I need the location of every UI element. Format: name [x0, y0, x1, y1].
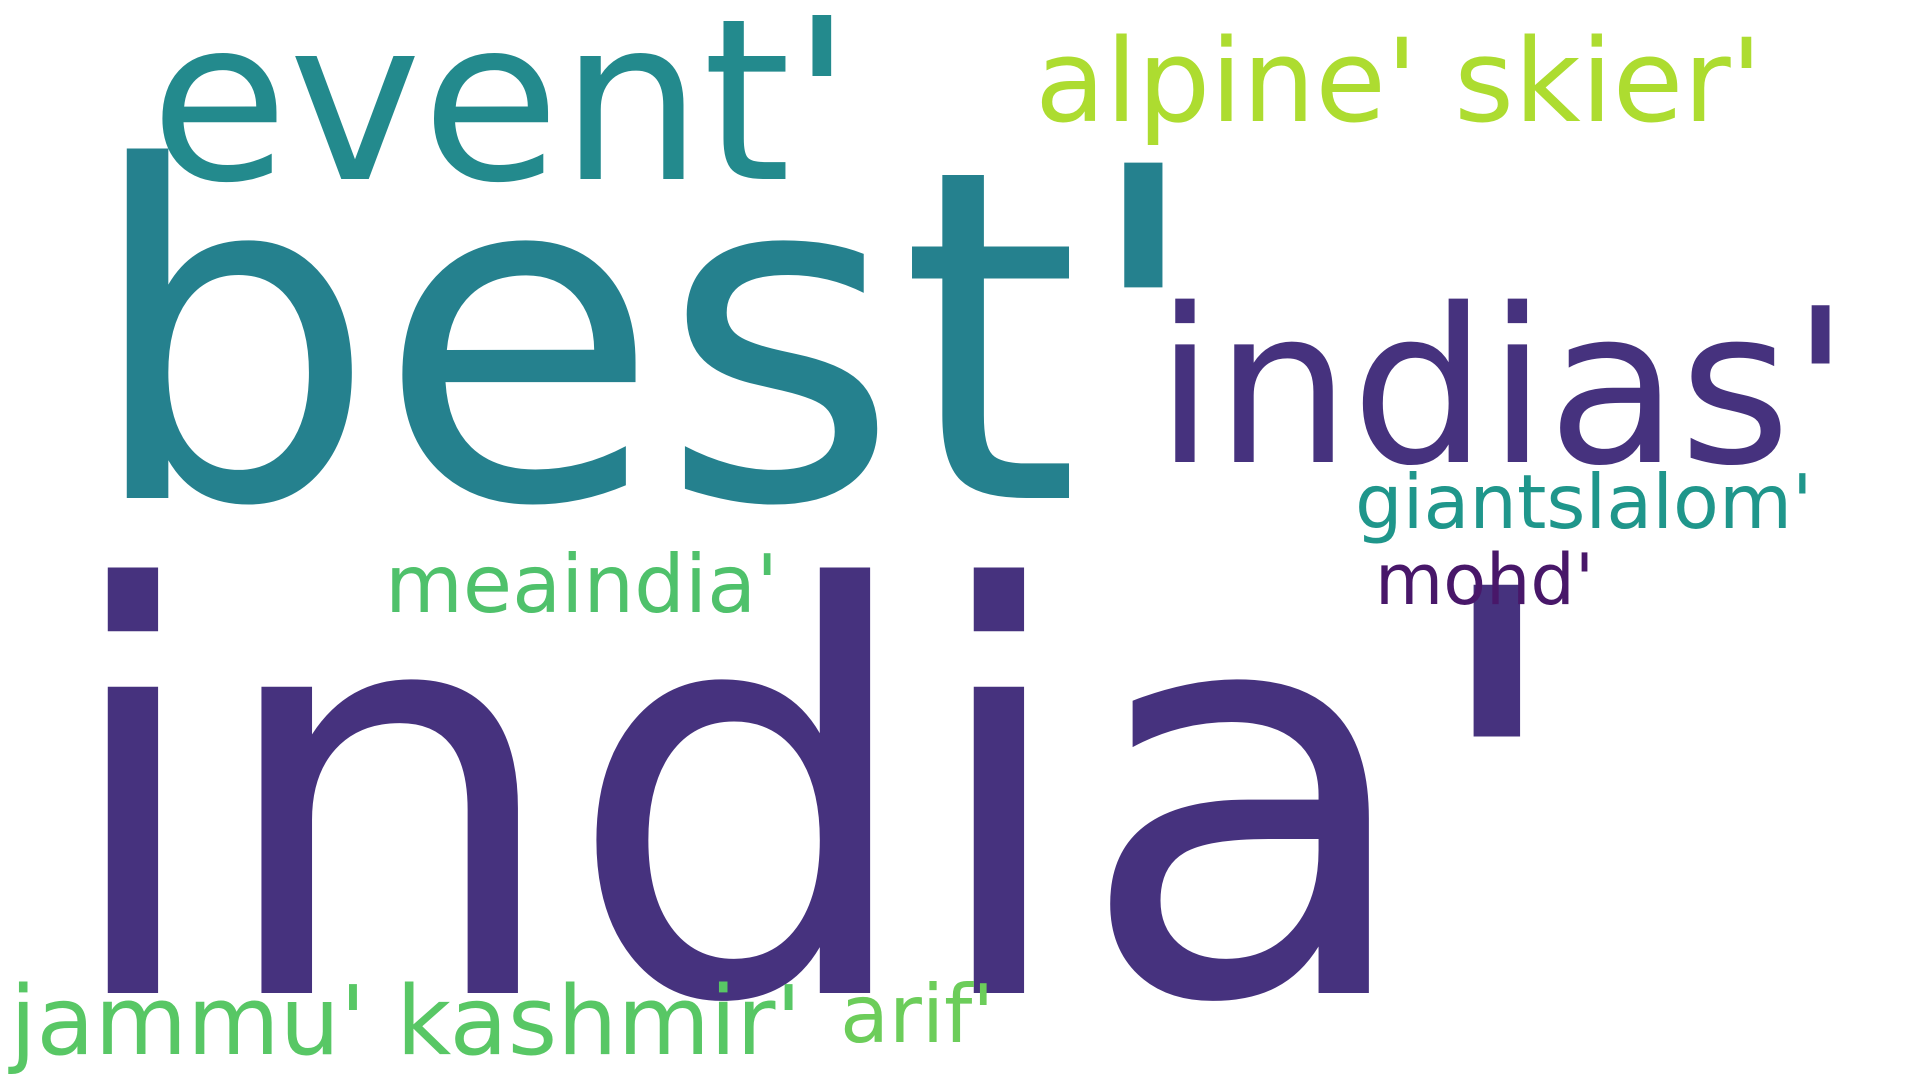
word-arif: arif' — [840, 968, 995, 1061]
word-best: best' — [85, 72, 1207, 607]
word-event: event' — [150, 0, 853, 233]
word-indias: indias' — [1155, 262, 1851, 513]
word-mohd: mohd' — [1375, 539, 1595, 621]
word-giantslalom: giantslalom' — [1355, 458, 1813, 546]
word-meaindia: meaindia' — [385, 538, 779, 631]
word-india: india' — [55, 474, 1574, 1080]
word-alpine-skier: alpine' skier' — [1035, 15, 1763, 149]
word-jammu-kashmir: jammu' kashmir' — [10, 967, 802, 1077]
